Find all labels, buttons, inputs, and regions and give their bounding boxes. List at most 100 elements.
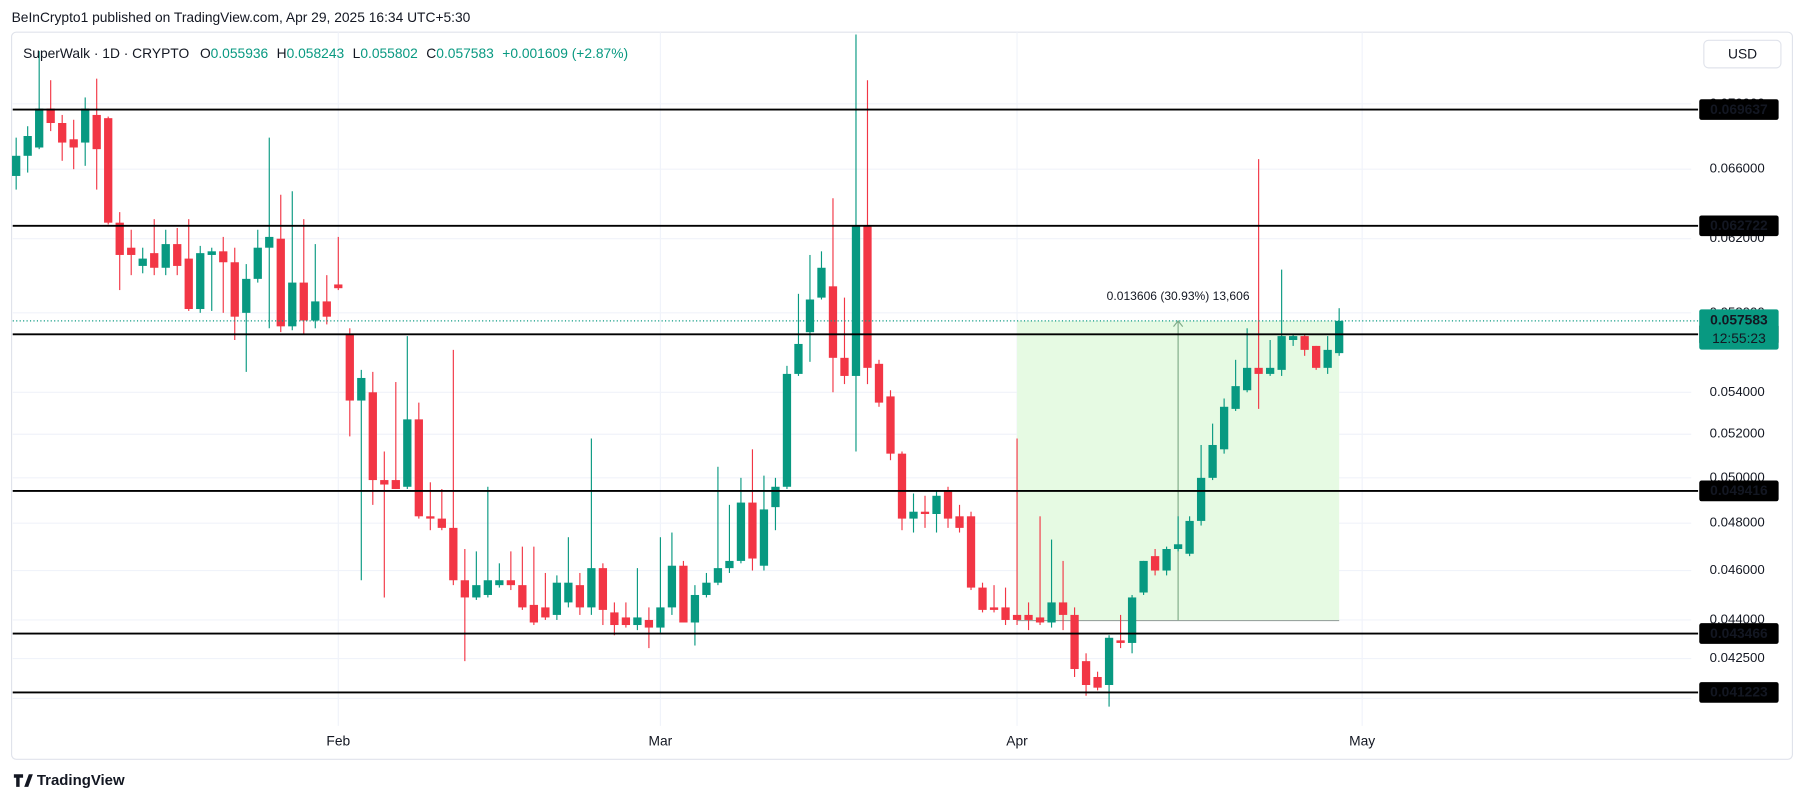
candle-body bbox=[1116, 640, 1125, 643]
measure-label: 0.013606 (30.93%) 13,606 bbox=[1107, 289, 1250, 303]
candle-body bbox=[518, 585, 527, 608]
candle-body bbox=[1139, 560, 1148, 593]
candle-body bbox=[702, 582, 711, 595]
symbol: SuperWalk · 1D · CRYPTO bbox=[23, 46, 189, 61]
candle-body bbox=[196, 253, 205, 310]
close-label: C bbox=[426, 46, 436, 61]
candle-body bbox=[1035, 617, 1045, 623]
legend: SuperWalk · 1D · CRYPTO O0.055936 H0.058… bbox=[23, 46, 628, 61]
candle-body bbox=[288, 282, 297, 327]
candle-body bbox=[127, 247, 136, 255]
candle-body bbox=[58, 123, 67, 143]
measure-arrow-head bbox=[1173, 319, 1184, 327]
currency-button[interactable] bbox=[1703, 39, 1782, 69]
candle-body bbox=[92, 114, 101, 150]
candle-body bbox=[909, 511, 918, 519]
candle-body bbox=[920, 511, 930, 515]
candle-body bbox=[771, 486, 780, 508]
candle-body bbox=[1277, 336, 1286, 370]
candle-body bbox=[575, 585, 585, 608]
candle-body bbox=[1104, 637, 1114, 685]
candle-body bbox=[253, 247, 262, 279]
candle-body bbox=[736, 502, 746, 561]
low-label: L bbox=[353, 46, 361, 61]
candle-body bbox=[115, 222, 124, 255]
level-label: 0.069637 bbox=[1710, 102, 1768, 117]
high-label: H bbox=[277, 46, 287, 61]
y-tick-label: 0.054000 bbox=[1710, 384, 1765, 399]
candle-body bbox=[1254, 367, 1263, 374]
candle-body bbox=[449, 527, 458, 581]
candle-body bbox=[483, 580, 492, 595]
y-tick-label: 0.046000 bbox=[1710, 562, 1765, 577]
candle-body bbox=[679, 565, 688, 623]
header: BeInCrypto1 published on TradingView.com… bbox=[12, 10, 471, 25]
candle-body bbox=[828, 286, 838, 358]
x-tick-label: Apr bbox=[1006, 734, 1028, 749]
candle-body bbox=[621, 617, 631, 626]
candle-body bbox=[230, 262, 239, 317]
candle-body bbox=[886, 396, 895, 454]
y-tick-label: 0.052000 bbox=[1710, 426, 1765, 441]
open-value: 0.055936 bbox=[211, 46, 269, 61]
candle-body bbox=[1300, 336, 1309, 350]
level-label: 0.043466 bbox=[1710, 626, 1768, 641]
candle-body bbox=[587, 568, 596, 608]
candle-body bbox=[1231, 386, 1240, 409]
candle-body bbox=[403, 419, 412, 487]
candle-body bbox=[1127, 597, 1137, 643]
candle-body bbox=[472, 585, 481, 598]
candle-body bbox=[311, 301, 320, 321]
candle-body bbox=[1196, 477, 1206, 521]
level-label-box bbox=[1699, 99, 1779, 120]
candle-body bbox=[943, 491, 953, 519]
candle-body bbox=[1024, 614, 1033, 620]
level-label: 0.049416 bbox=[1710, 483, 1768, 498]
candle-body bbox=[1093, 676, 1102, 688]
level-label-box bbox=[1699, 215, 1779, 237]
candle-body bbox=[1242, 367, 1252, 391]
candle-body bbox=[495, 580, 504, 586]
x-tick-label: Feb bbox=[326, 734, 350, 749]
candle-body bbox=[644, 619, 654, 628]
candle-body bbox=[541, 607, 550, 618]
candle-body bbox=[863, 226, 872, 368]
candle-body bbox=[1070, 614, 1079, 670]
candle-body bbox=[35, 108, 44, 148]
candle-body bbox=[69, 139, 78, 148]
last-price-box bbox=[1699, 309, 1779, 350]
candle-body bbox=[506, 580, 515, 586]
x-tick-label: May bbox=[1349, 734, 1375, 749]
candle-body bbox=[276, 238, 285, 327]
candle-body bbox=[610, 612, 619, 626]
level-label-box bbox=[1699, 623, 1779, 644]
candle-body bbox=[46, 108, 55, 124]
candle-body bbox=[173, 244, 182, 266]
y-tick-label: 0.066000 bbox=[1710, 161, 1765, 176]
change: +0.001609 (+2.87%) bbox=[502, 46, 628, 61]
candle-body bbox=[322, 301, 331, 317]
level-label-box bbox=[1699, 682, 1779, 703]
candle-body bbox=[184, 258, 193, 310]
candle-body bbox=[391, 480, 400, 490]
level-label: 0.062722 bbox=[1710, 218, 1768, 233]
high-value: 0.058243 bbox=[287, 46, 345, 61]
candle-body bbox=[932, 495, 941, 515]
candle-body bbox=[529, 604, 539, 623]
candle-body bbox=[138, 258, 147, 266]
candle-body bbox=[345, 334, 354, 401]
candle-body bbox=[380, 480, 389, 485]
y-tick-label: 0.048000 bbox=[1710, 515, 1765, 530]
y-tick-label: 0.042500 bbox=[1710, 650, 1765, 665]
candle-body bbox=[161, 244, 170, 268]
candle-body bbox=[207, 251, 216, 255]
currency[interactable]: USD bbox=[1728, 46, 1757, 61]
candle-body bbox=[460, 580, 469, 598]
candle-body bbox=[1047, 602, 1056, 623]
candle-body bbox=[1323, 349, 1332, 368]
candle-body bbox=[598, 568, 608, 610]
low-value: 0.055802 bbox=[360, 46, 418, 61]
candle-body bbox=[414, 419, 423, 517]
open-label: O bbox=[200, 46, 211, 61]
y-tick-label: 0.044000 bbox=[1710, 611, 1765, 626]
